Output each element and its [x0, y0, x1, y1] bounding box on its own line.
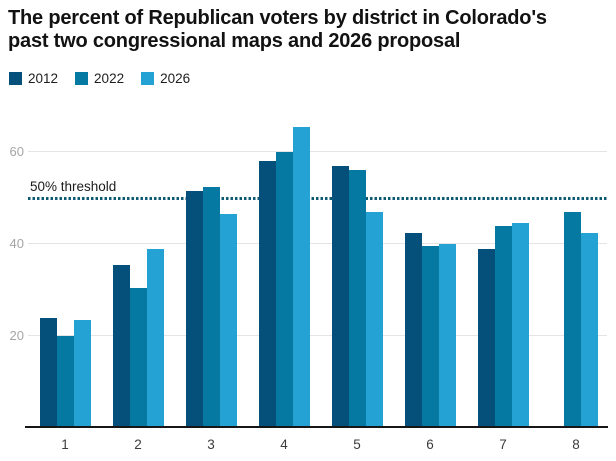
bar-2022-district-6: [421, 246, 439, 428]
chart-title-line-2: past two congressional maps and 2026 pro…: [8, 30, 461, 52]
x-tick-label-1: 1: [61, 437, 69, 452]
legend-item-2026: 2026: [141, 71, 190, 86]
threshold-line: [28, 196, 608, 200]
bar-2012-district-4: [258, 161, 276, 428]
bar-group-district-4: [258, 126, 310, 428]
bar-2026-district-8: [580, 232, 598, 428]
gridline-20: [28, 335, 607, 336]
legend-label-2026: 2026: [160, 71, 191, 86]
bar-2012-district-3: [185, 191, 203, 428]
bar-2022-district-2: [129, 287, 147, 428]
legend-item-2022: 2022: [75, 71, 124, 86]
bar-2012-district-6: [404, 232, 422, 428]
bar-group-district-6: [404, 232, 456, 428]
bar-2022-district-7: [494, 225, 512, 428]
x-tick-label-5: 5: [353, 437, 361, 452]
bar-group-district-5: [331, 165, 383, 428]
bar-2012-district-2: [112, 264, 130, 428]
x-tick-label-3: 3: [207, 437, 215, 452]
bar-2026-district-3: [219, 214, 237, 428]
bar-2012-district-5: [331, 165, 349, 428]
bar-2026-district-7: [511, 223, 529, 428]
gridline-40: [28, 243, 607, 244]
x-tick-label-4: 4: [280, 437, 288, 452]
bar-2012-district-1: [39, 317, 57, 428]
legend-swatch-2012: [9, 72, 22, 85]
bar-group-district-7: [477, 223, 529, 428]
bar-group-district-1: [39, 317, 91, 428]
x-tick-label-7: 7: [499, 437, 507, 452]
legend-label-2022: 2022: [94, 71, 125, 86]
bar-group-district-3: [185, 186, 237, 428]
x-axis-line: [25, 426, 608, 428]
threshold-label: 50% threshold: [30, 179, 117, 194]
bar-2022-district-1: [56, 336, 74, 428]
x-tick-label-6: 6: [426, 437, 434, 452]
y-tick-label-20: 20: [9, 328, 24, 343]
legend-label-2012: 2012: [28, 71, 59, 86]
legend-swatch-2026: [141, 72, 155, 85]
bar-2026-district-4: [292, 126, 310, 428]
legend-item-2012: 2012: [9, 71, 58, 86]
y-tick-label-40: 40: [9, 236, 24, 251]
x-tick-label-8: 8: [572, 437, 580, 452]
bar-2022-district-4: [275, 152, 293, 428]
bar-2026-district-5: [365, 211, 383, 428]
chart-title: The percent of Republican voters by dist…: [8, 7, 608, 53]
chart-title-line-1: The percent of Republican voters by dist…: [8, 7, 547, 29]
y-tick-label-60: 60: [9, 144, 24, 159]
bar-2022-district-8: [563, 211, 581, 428]
bar-2022-district-3: [202, 186, 220, 428]
bar-group-district-2: [112, 248, 164, 428]
plot-area: 20 40 60 50% threshold: [10, 106, 608, 428]
bar-group-district-8: [551, 211, 602, 428]
legend: 2012 2022 2026: [9, 71, 190, 86]
bar-2026-district-2: [146, 248, 164, 428]
bar-2026-district-6: [438, 244, 456, 428]
bar-2012-district-7: [477, 248, 495, 428]
bar-2022-district-5: [348, 170, 366, 428]
x-tick-label-2: 2: [134, 437, 142, 452]
bar-2026-district-1: [73, 319, 91, 428]
gridline-60: [28, 151, 607, 152]
legend-swatch-2022: [75, 72, 89, 85]
